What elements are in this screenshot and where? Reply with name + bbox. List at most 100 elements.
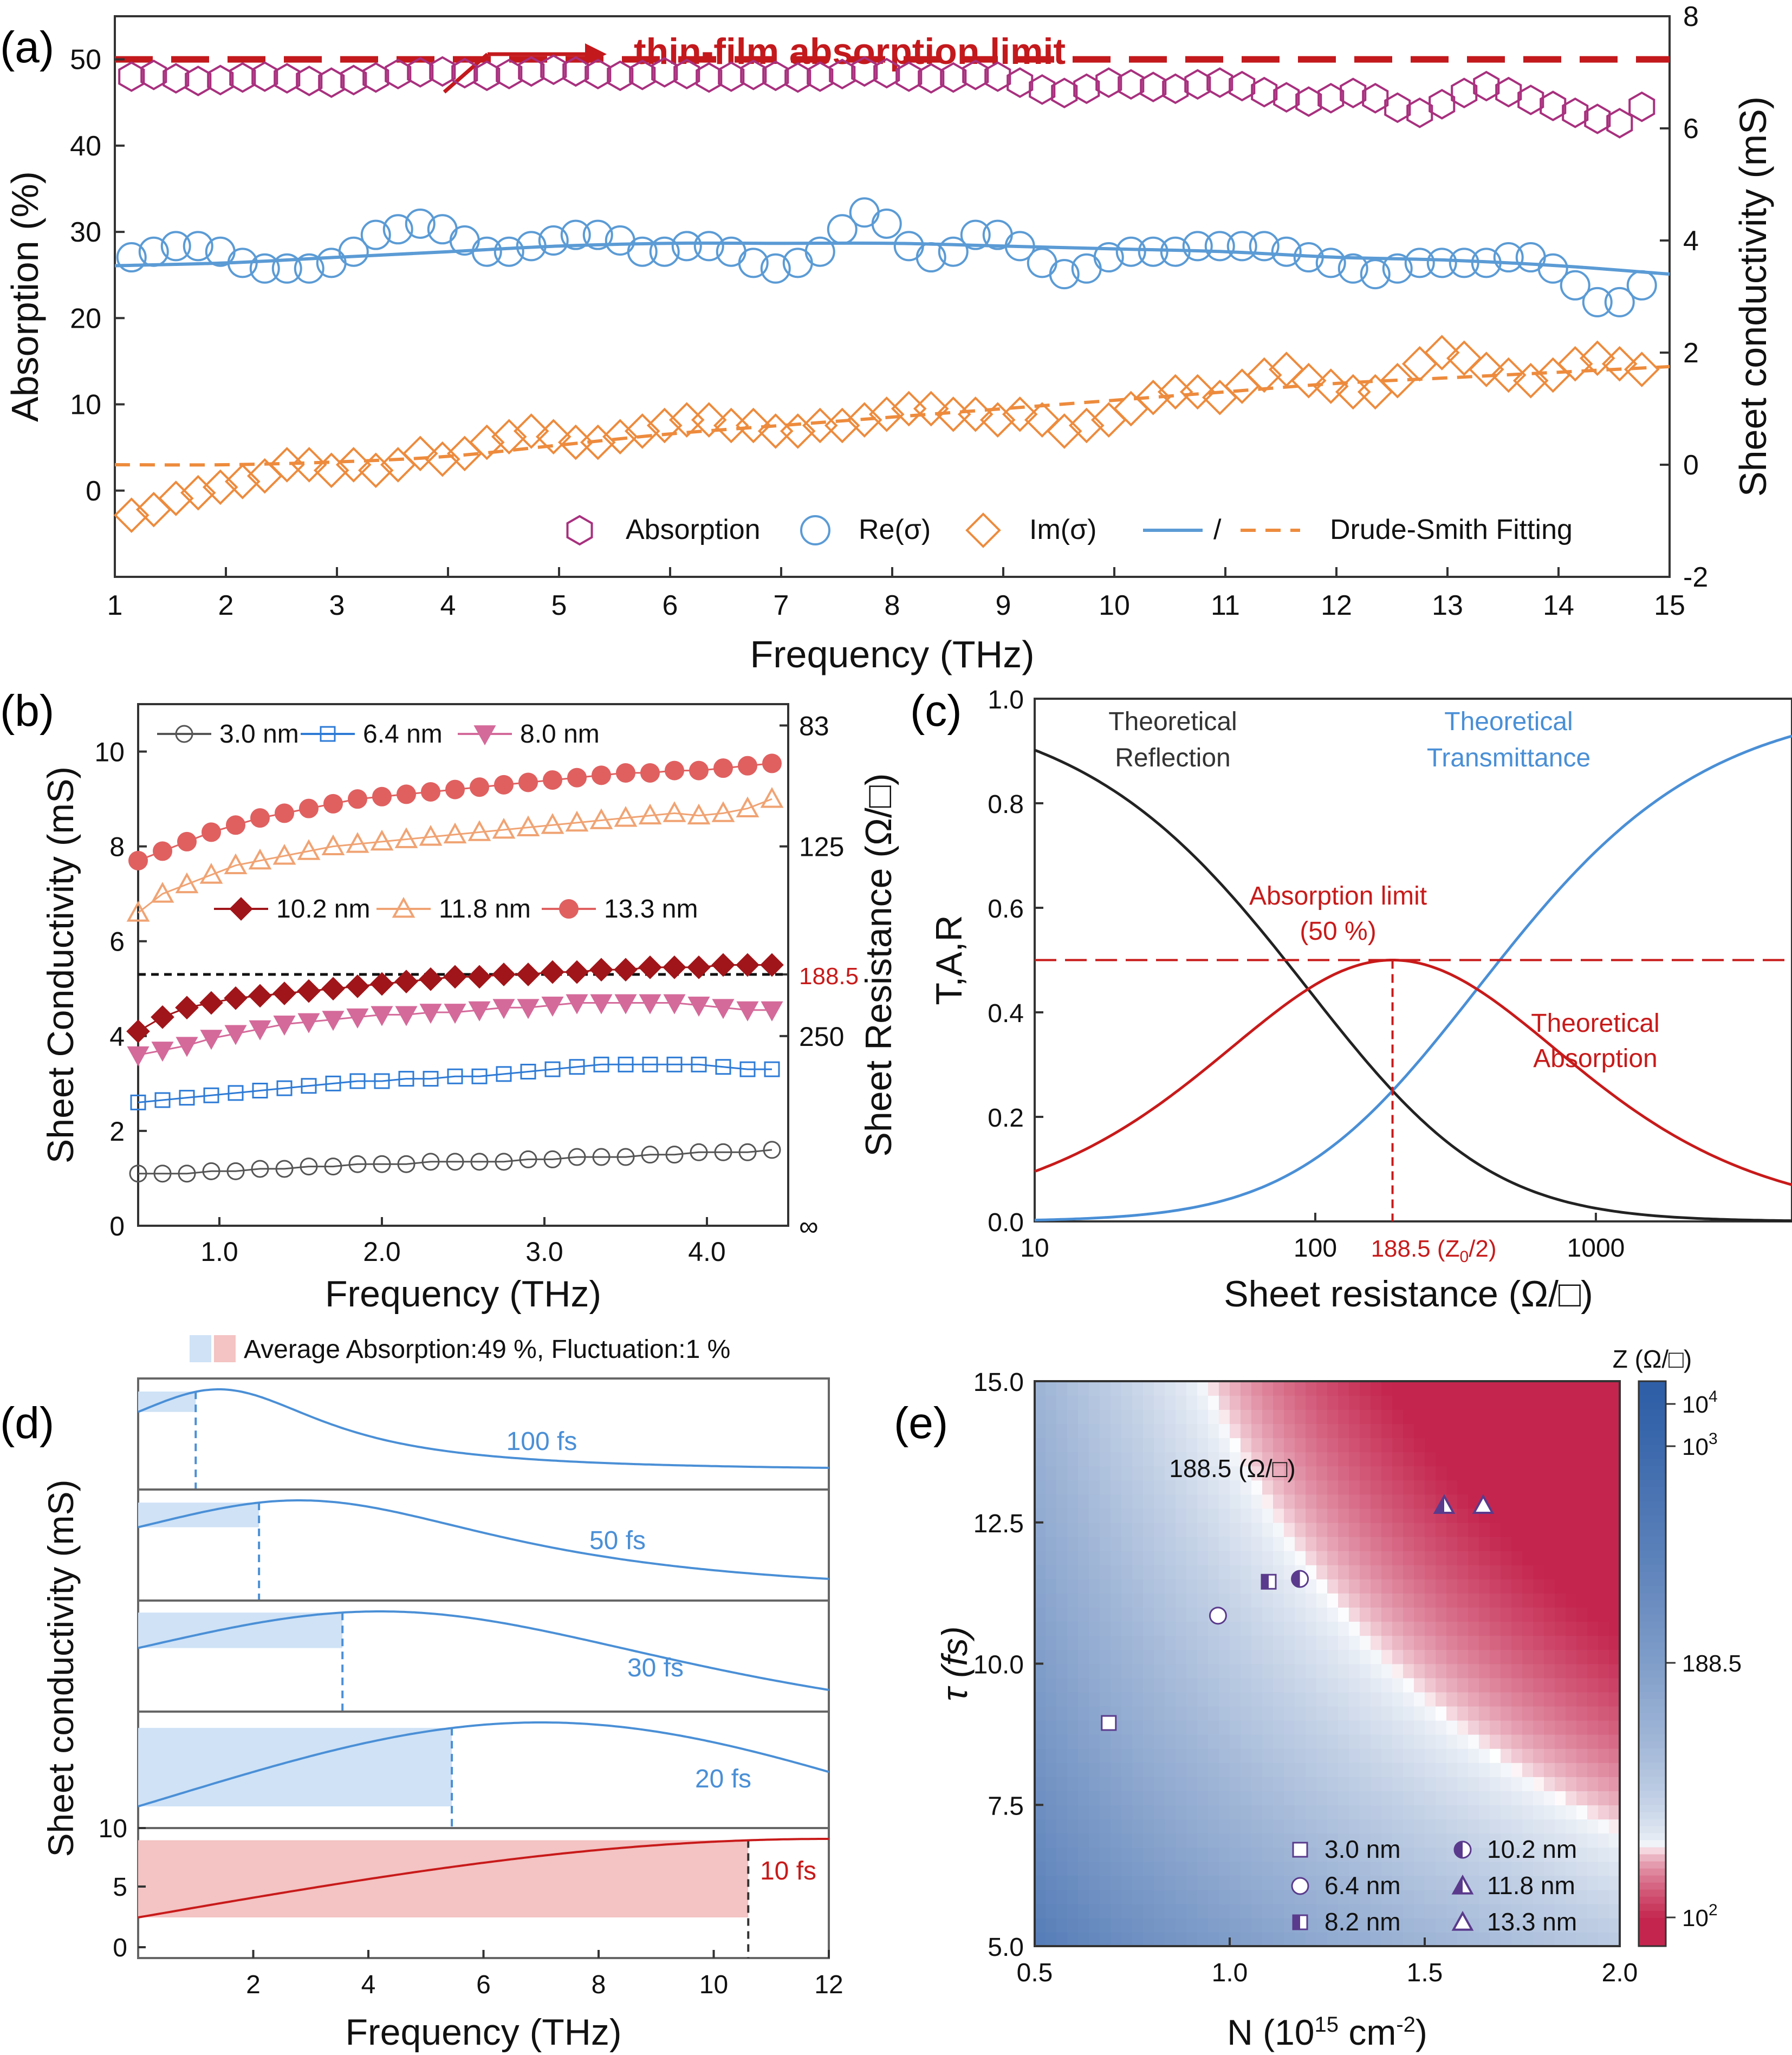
material-point [1292,1842,1308,1858]
heatmap-cell [1566,1564,1577,1579]
heatmap-cell [1511,1522,1523,1537]
data-point [616,763,635,783]
heatmap-cell [1121,1381,1133,1396]
im-point [358,452,394,489]
heatmap-cell [1176,1621,1187,1636]
heatmap-cell [1522,1748,1534,1763]
heatmap-cell [1186,1875,1198,1890]
heatmap-cell [1501,1791,1512,1806]
heatmap-cell [1501,1763,1512,1777]
heatmap-cell [1035,1734,1046,1749]
heatmap-cell [1501,1579,1512,1594]
heatmap-cell [1132,1720,1144,1735]
heatmap-cell [1576,1480,1588,1495]
heatmap-cell [1186,1805,1198,1820]
heatmap-cell [1609,1508,1620,1523]
heatmap-cell [1425,1522,1436,1537]
heatmap-cell [1371,1635,1382,1650]
heatmap-cell [1457,1861,1469,1876]
heatmap-cell [1121,1889,1133,1904]
heatmap-cell [1566,1763,1577,1777]
heatmap-cell [1479,1480,1490,1495]
legend-absorption-label: Absorption [626,514,761,545]
heatmap-cell [1078,1649,1089,1664]
heatmap-cell [1371,1480,1382,1495]
heatmap-cell [1479,1692,1490,1707]
data-point [687,997,710,1017]
heatmap-cell [1511,1550,1523,1565]
colorbar-cell [1639,1536,1666,1544]
heatmap-cell [1111,1466,1122,1481]
heatmap-cell [1446,1395,1458,1410]
colorbar-cell [1639,1607,1666,1615]
heatmap-cell [1566,1748,1577,1763]
heatmap-cell [1295,1777,1306,1791]
heatmap-cell [1327,1706,1339,1721]
heatmap-cell [1111,1692,1122,1707]
heatmap-cell [1544,1649,1555,1664]
heatmap-cell [1425,1763,1436,1777]
heatmap-cell [1381,1833,1393,1848]
heatmap-cell [1295,1663,1306,1679]
subplot-frame [137,1377,830,1491]
heatmap-cell [1511,1734,1523,1749]
heatmap-cell [1143,1536,1154,1551]
heatmap-cell [1100,1395,1111,1410]
heatmap-cell [1165,1875,1176,1890]
y-axis-label: τ (fs) [934,1626,975,1701]
x-tick-label: 8 [592,1971,606,1999]
colorbar-tick-label: 104 [1682,1388,1718,1418]
heatmap-cell [1327,1508,1339,1523]
heatmap-cell [1262,1635,1274,1650]
heatmap-cell [1349,1607,1360,1622]
heatmap-cell [1609,1522,1620,1537]
heatmap-cell [1392,1395,1404,1410]
heatmap-cell [1154,1438,1165,1453]
heatmap-cell [1576,1861,1588,1876]
heatmap-cell [1273,1903,1284,1919]
heatmap-cell [1143,1593,1154,1608]
absorption-band [138,1612,343,1648]
heatmap-cell [1598,1649,1609,1664]
im-point [1557,346,1593,382]
heatmap-cell [1241,1777,1252,1791]
heatmap-cell [1295,1593,1306,1608]
y-tick-label: 7.5 [988,1792,1024,1820]
im-point [1290,362,1327,399]
heatmap-cell [1154,1649,1165,1664]
heatmap-cell [1165,1649,1176,1664]
data-point [321,834,345,856]
heatmap-cell [1555,1494,1566,1509]
heatmap-cell [1219,1777,1230,1791]
heatmap-cell [1414,1875,1425,1890]
heatmap-cell [1067,1677,1079,1693]
heatmap-cell [1425,1917,1436,1933]
heatmap-cell [1208,1875,1219,1890]
heatmap-cell [1154,1508,1165,1523]
heatmap-cell [1566,1692,1577,1707]
heatmap-cell [1414,1903,1425,1919]
heatmap-cell [1241,1381,1252,1396]
colorbar-tick-label: 102 [1682,1901,1718,1932]
heatmap-cell [1479,1381,1490,1396]
data-point [151,1005,174,1029]
heatmap-cell [1100,1423,1111,1439]
heatmap-cell [1327,1395,1339,1410]
heatmap-cell [1067,1480,1079,1495]
heatmap-cell [1598,1466,1609,1481]
heatmap-cell [1186,1861,1198,1876]
heatmap-cell [1035,1720,1046,1735]
heatmap-cell [1154,1875,1165,1890]
colorbar-cell [1639,1727,1666,1735]
heatmap-cell [1035,1550,1046,1565]
x-tick-label: 0.5 [1017,1959,1053,1987]
heatmap-cell [1490,1677,1501,1693]
heatmap-cell [1219,1593,1230,1608]
heatmap-cell [1555,1677,1566,1693]
heatmap-cell [1457,1635,1469,1650]
heatmap-cell [1241,1861,1252,1876]
heatmap-cell [1403,1550,1414,1565]
colorbar-cell [1639,1381,1666,1389]
heatmap-cell [1176,1466,1187,1481]
y-tick-label: 2 [109,1116,125,1147]
